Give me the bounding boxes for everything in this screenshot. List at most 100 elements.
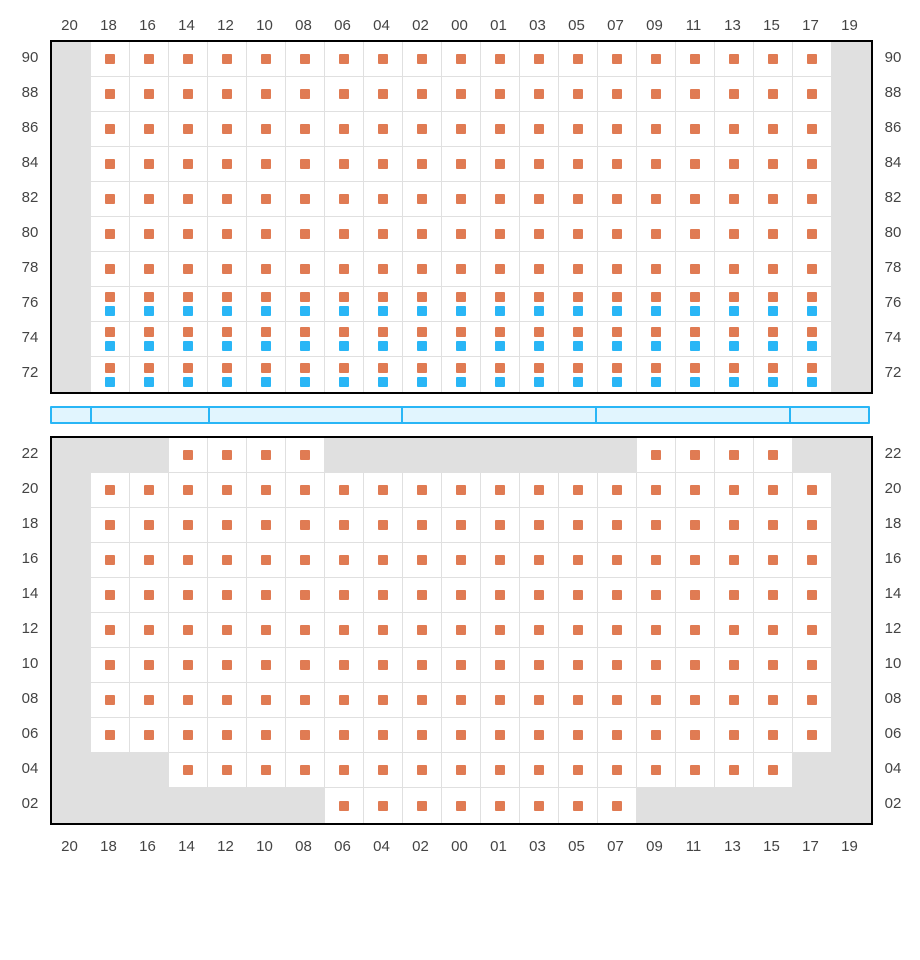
- seat-cell[interactable]: [676, 112, 715, 147]
- seat-cell[interactable]: [481, 217, 520, 252]
- seat-cell[interactable]: [130, 357, 169, 392]
- seat-cell[interactable]: [676, 357, 715, 392]
- seat-cell[interactable]: [637, 578, 676, 613]
- seat-cell[interactable]: [559, 112, 598, 147]
- seat-cell[interactable]: [676, 578, 715, 613]
- seat-cell[interactable]: [247, 112, 286, 147]
- seat-cell[interactable]: [403, 217, 442, 252]
- seat-cell[interactable]: [676, 543, 715, 578]
- seat-cell[interactable]: [481, 788, 520, 823]
- seat-cell[interactable]: [715, 147, 754, 182]
- seat-cell[interactable]: [715, 648, 754, 683]
- seat-cell[interactable]: [247, 648, 286, 683]
- seat-cell[interactable]: [169, 718, 208, 753]
- seat-cell[interactable]: [598, 508, 637, 543]
- seat-cell[interactable]: [130, 718, 169, 753]
- seat-cell[interactable]: [364, 322, 403, 357]
- seat-cell[interactable]: [559, 473, 598, 508]
- seat-cell[interactable]: [442, 147, 481, 182]
- seat-cell[interactable]: [325, 77, 364, 112]
- seat-cell[interactable]: [715, 112, 754, 147]
- seat-cell[interactable]: [364, 543, 403, 578]
- seat-cell[interactable]: [208, 147, 247, 182]
- seat-cell[interactable]: [559, 77, 598, 112]
- seat-cell[interactable]: [793, 112, 832, 147]
- seat-cell[interactable]: [442, 543, 481, 578]
- seat-cell[interactable]: [793, 322, 832, 357]
- seat-cell[interactable]: [637, 613, 676, 648]
- seat-cell[interactable]: [286, 473, 325, 508]
- seat-cell[interactable]: [325, 147, 364, 182]
- seat-cell[interactable]: [169, 543, 208, 578]
- seat-cell[interactable]: [286, 182, 325, 217]
- seat-cell[interactable]: [559, 788, 598, 823]
- seat-cell[interactable]: [91, 252, 130, 287]
- seat-cell[interactable]: [442, 322, 481, 357]
- seat-cell[interactable]: [676, 252, 715, 287]
- seat-cell[interactable]: [715, 613, 754, 648]
- seat-cell[interactable]: [754, 147, 793, 182]
- seat-cell[interactable]: [676, 42, 715, 77]
- seat-cell[interactable]: [208, 287, 247, 322]
- seat-cell[interactable]: [169, 438, 208, 473]
- seat-cell[interactable]: [715, 252, 754, 287]
- seat-cell[interactable]: [208, 252, 247, 287]
- seat-cell[interactable]: [676, 147, 715, 182]
- seat-cell[interactable]: [715, 77, 754, 112]
- seat-cell[interactable]: [598, 42, 637, 77]
- seat-cell[interactable]: [169, 322, 208, 357]
- seat-cell[interactable]: [91, 473, 130, 508]
- seat-cell[interactable]: [286, 683, 325, 718]
- seat-cell[interactable]: [637, 648, 676, 683]
- seat-cell[interactable]: [754, 508, 793, 543]
- seat-cell[interactable]: [325, 182, 364, 217]
- seat-cell[interactable]: [598, 543, 637, 578]
- seat-cell[interactable]: [91, 42, 130, 77]
- seat-cell[interactable]: [559, 287, 598, 322]
- seat-cell[interactable]: [598, 287, 637, 322]
- seat-cell[interactable]: [130, 578, 169, 613]
- seat-cell[interactable]: [715, 578, 754, 613]
- seat-cell[interactable]: [793, 613, 832, 648]
- seat-cell[interactable]: [676, 753, 715, 788]
- seat-cell[interactable]: [520, 613, 559, 648]
- seat-cell[interactable]: [598, 147, 637, 182]
- seat-cell[interactable]: [520, 508, 559, 543]
- seat-cell[interactable]: [169, 578, 208, 613]
- seat-cell[interactable]: [286, 648, 325, 683]
- seat-cell[interactable]: [676, 438, 715, 473]
- seat-cell[interactable]: [364, 147, 403, 182]
- seat-cell[interactable]: [481, 112, 520, 147]
- seat-cell[interactable]: [793, 357, 832, 392]
- seat-cell[interactable]: [637, 543, 676, 578]
- seat-cell[interactable]: [286, 147, 325, 182]
- seat-cell[interactable]: [169, 252, 208, 287]
- seat-cell[interactable]: [481, 147, 520, 182]
- seat-cell[interactable]: [520, 357, 559, 392]
- seat-cell[interactable]: [715, 217, 754, 252]
- seat-cell[interactable]: [325, 578, 364, 613]
- seat-cell[interactable]: [403, 182, 442, 217]
- seat-cell[interactable]: [598, 322, 637, 357]
- seat-cell[interactable]: [520, 543, 559, 578]
- seat-cell[interactable]: [208, 578, 247, 613]
- seat-cell[interactable]: [403, 357, 442, 392]
- seat-cell[interactable]: [754, 578, 793, 613]
- seat-cell[interactable]: [715, 42, 754, 77]
- seat-cell[interactable]: [286, 543, 325, 578]
- seat-cell[interactable]: [559, 217, 598, 252]
- seat-cell[interactable]: [169, 182, 208, 217]
- seat-cell[interactable]: [403, 683, 442, 718]
- seat-cell[interactable]: [286, 112, 325, 147]
- seat-cell[interactable]: [442, 508, 481, 543]
- seat-cell[interactable]: [325, 753, 364, 788]
- seat-cell[interactable]: [559, 543, 598, 578]
- seat-cell[interactable]: [754, 217, 793, 252]
- seat-cell[interactable]: [598, 613, 637, 648]
- seat-cell[interactable]: [481, 77, 520, 112]
- seat-cell[interactable]: [403, 578, 442, 613]
- seat-cell[interactable]: [403, 322, 442, 357]
- seat-cell[interactable]: [286, 287, 325, 322]
- seat-cell[interactable]: [715, 287, 754, 322]
- seat-cell[interactable]: [247, 42, 286, 77]
